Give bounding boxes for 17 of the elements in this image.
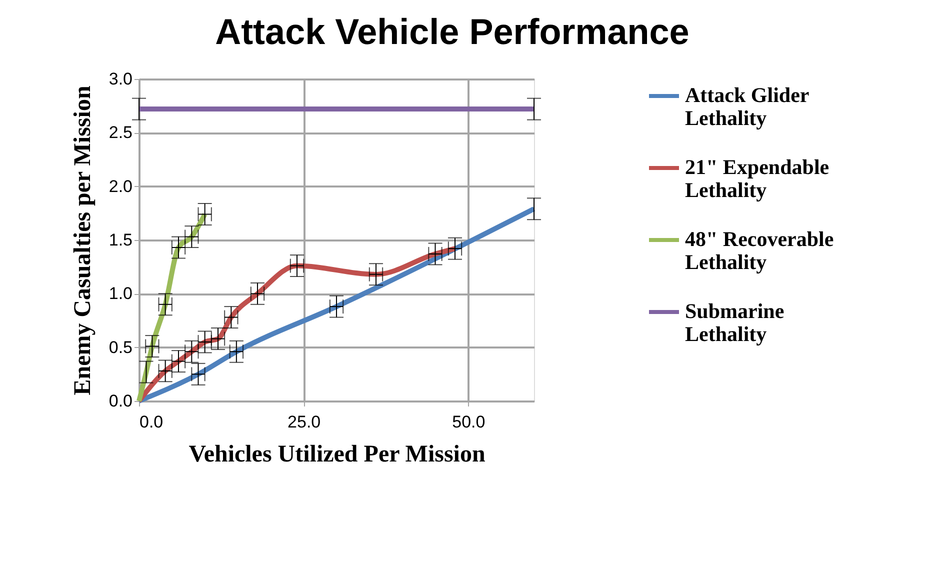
x-tick-label: 25.0 — [288, 412, 321, 432]
legend-label: Submarine Lethality — [685, 299, 784, 346]
y-tick-label: 0.0 — [108, 392, 132, 410]
chart-title: Attack Vehicle Performance — [215, 11, 690, 52]
y-tick-label: 1.0 — [108, 284, 132, 304]
x-tick-label: 50.0 — [452, 412, 486, 432]
y-tick-label: 2.0 — [108, 176, 132, 196]
y-tick-label: 0.5 — [108, 338, 132, 357]
y-tick-label: 2.5 — [108, 123, 132, 142]
y-tick-label: 1.5 — [108, 230, 132, 250]
legend-label: Attack Glider Lethality — [685, 83, 810, 130]
legend-label: 48" Recoverable Lethality — [685, 227, 834, 274]
y-axis-title: Enemy Casualties per Mission — [70, 86, 96, 396]
legend-label: 21" Expendable Lethality — [685, 155, 830, 202]
x-axis-title: Vehicles Utilized Per Mission — [188, 442, 486, 468]
y-tick-label: 3.0 — [108, 70, 132, 88]
x-tick-label: 0.0 — [140, 412, 164, 432]
